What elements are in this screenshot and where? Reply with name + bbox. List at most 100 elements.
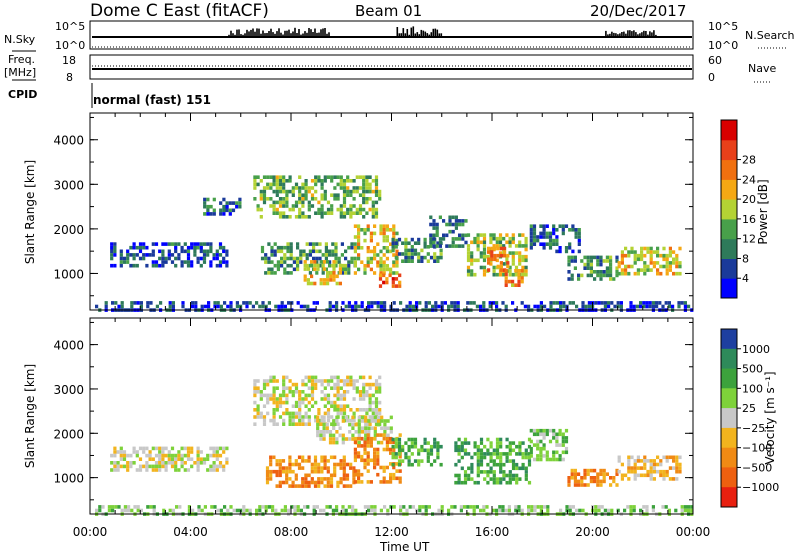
nsky-bar bbox=[240, 34, 242, 37]
data-cell bbox=[119, 263, 123, 268]
data-cell bbox=[473, 444, 477, 449]
data-cell bbox=[495, 444, 500, 449]
data-cell bbox=[130, 508, 134, 513]
data-cell bbox=[374, 386, 379, 390]
data-cell bbox=[649, 466, 653, 470]
data-cell bbox=[651, 508, 655, 513]
data-cell bbox=[158, 263, 162, 268]
data-cell bbox=[314, 375, 318, 380]
data-cell bbox=[378, 390, 382, 394]
data-cell bbox=[183, 461, 187, 465]
data-cell bbox=[272, 386, 276, 390]
data-cell bbox=[269, 197, 273, 201]
data-cell bbox=[490, 253, 494, 258]
data-cell bbox=[652, 469, 656, 474]
data-cell bbox=[199, 242, 203, 246]
data-cell bbox=[467, 477, 471, 481]
data-cell bbox=[347, 304, 351, 309]
data-cell bbox=[248, 508, 252, 513]
data-cell bbox=[643, 466, 647, 470]
data-cell bbox=[315, 271, 319, 275]
data-cell bbox=[304, 215, 308, 219]
data-cell bbox=[323, 411, 327, 416]
data-cell bbox=[542, 436, 546, 440]
data-cell bbox=[508, 272, 512, 277]
data-cell bbox=[514, 272, 519, 277]
data-cell bbox=[256, 386, 260, 390]
data-cell bbox=[362, 382, 366, 387]
data-cell bbox=[374, 408, 379, 412]
data-cell bbox=[317, 480, 321, 485]
data-cell bbox=[318, 242, 322, 246]
data-cell bbox=[573, 483, 577, 487]
data-cell bbox=[365, 211, 369, 215]
data-cell bbox=[307, 418, 311, 423]
data-cell bbox=[186, 245, 191, 250]
data-cell bbox=[242, 505, 246, 509]
data-cell bbox=[197, 505, 201, 509]
data-cell bbox=[426, 452, 430, 456]
data-cell bbox=[373, 430, 377, 434]
data-cell bbox=[190, 464, 194, 469]
data-cell bbox=[545, 242, 549, 246]
data-cell bbox=[352, 418, 356, 423]
data-cell bbox=[539, 428, 543, 433]
data-cell bbox=[298, 397, 302, 401]
data-cell bbox=[518, 448, 522, 453]
data-cell bbox=[458, 233, 462, 238]
data-cell bbox=[333, 375, 337, 380]
data-cell bbox=[319, 508, 323, 513]
data-cell bbox=[164, 242, 168, 246]
data-cell bbox=[426, 259, 430, 263]
data-cell bbox=[310, 179, 315, 183]
data-cell bbox=[488, 304, 492, 309]
data-cell bbox=[351, 422, 355, 427]
data-cell bbox=[146, 304, 150, 309]
data-cell bbox=[392, 253, 396, 257]
data-cell bbox=[338, 281, 342, 286]
data-cell bbox=[527, 459, 532, 463]
data-cell bbox=[242, 301, 246, 305]
data-cell bbox=[646, 250, 650, 254]
data-cell bbox=[376, 472, 380, 477]
data-cell bbox=[113, 242, 117, 246]
data-cell bbox=[209, 446, 213, 451]
data-cell bbox=[499, 246, 503, 251]
data-cell bbox=[258, 508, 262, 513]
data-cell bbox=[508, 480, 512, 485]
data-cell bbox=[303, 505, 307, 509]
data-cell bbox=[373, 462, 377, 466]
data-cell bbox=[161, 457, 165, 461]
data-cell bbox=[489, 452, 493, 456]
data-cell bbox=[281, 469, 286, 474]
data-cell bbox=[529, 238, 533, 243]
data-cell bbox=[667, 508, 671, 513]
nsky-bar bbox=[268, 31, 270, 37]
data-cell bbox=[389, 447, 393, 452]
data-cell bbox=[148, 464, 152, 469]
data-cell bbox=[368, 175, 372, 179]
y-tick-label: 3000 bbox=[53, 178, 84, 192]
data-cell bbox=[476, 455, 480, 460]
data-cell bbox=[426, 455, 430, 460]
data-cell bbox=[180, 464, 184, 469]
data-cell bbox=[310, 379, 315, 383]
data-cell bbox=[187, 505, 191, 509]
nsky-bar bbox=[294, 27, 296, 37]
data-cell bbox=[489, 459, 493, 463]
data-cell bbox=[527, 444, 532, 449]
data-cell bbox=[542, 224, 546, 228]
data-cell bbox=[138, 446, 143, 451]
data-cell bbox=[312, 256, 316, 261]
data-cell bbox=[199, 245, 203, 250]
data-cell bbox=[291, 186, 295, 190]
colorbar-tick-label: 8 bbox=[742, 252, 749, 265]
data-cell bbox=[376, 462, 380, 466]
data-cell bbox=[482, 269, 487, 273]
nsky-bar bbox=[422, 30, 425, 37]
data-cell bbox=[261, 304, 265, 309]
data-cell bbox=[186, 453, 191, 458]
data-cell bbox=[256, 379, 260, 383]
data-cell bbox=[225, 204, 229, 209]
nsky-bar bbox=[428, 34, 431, 37]
